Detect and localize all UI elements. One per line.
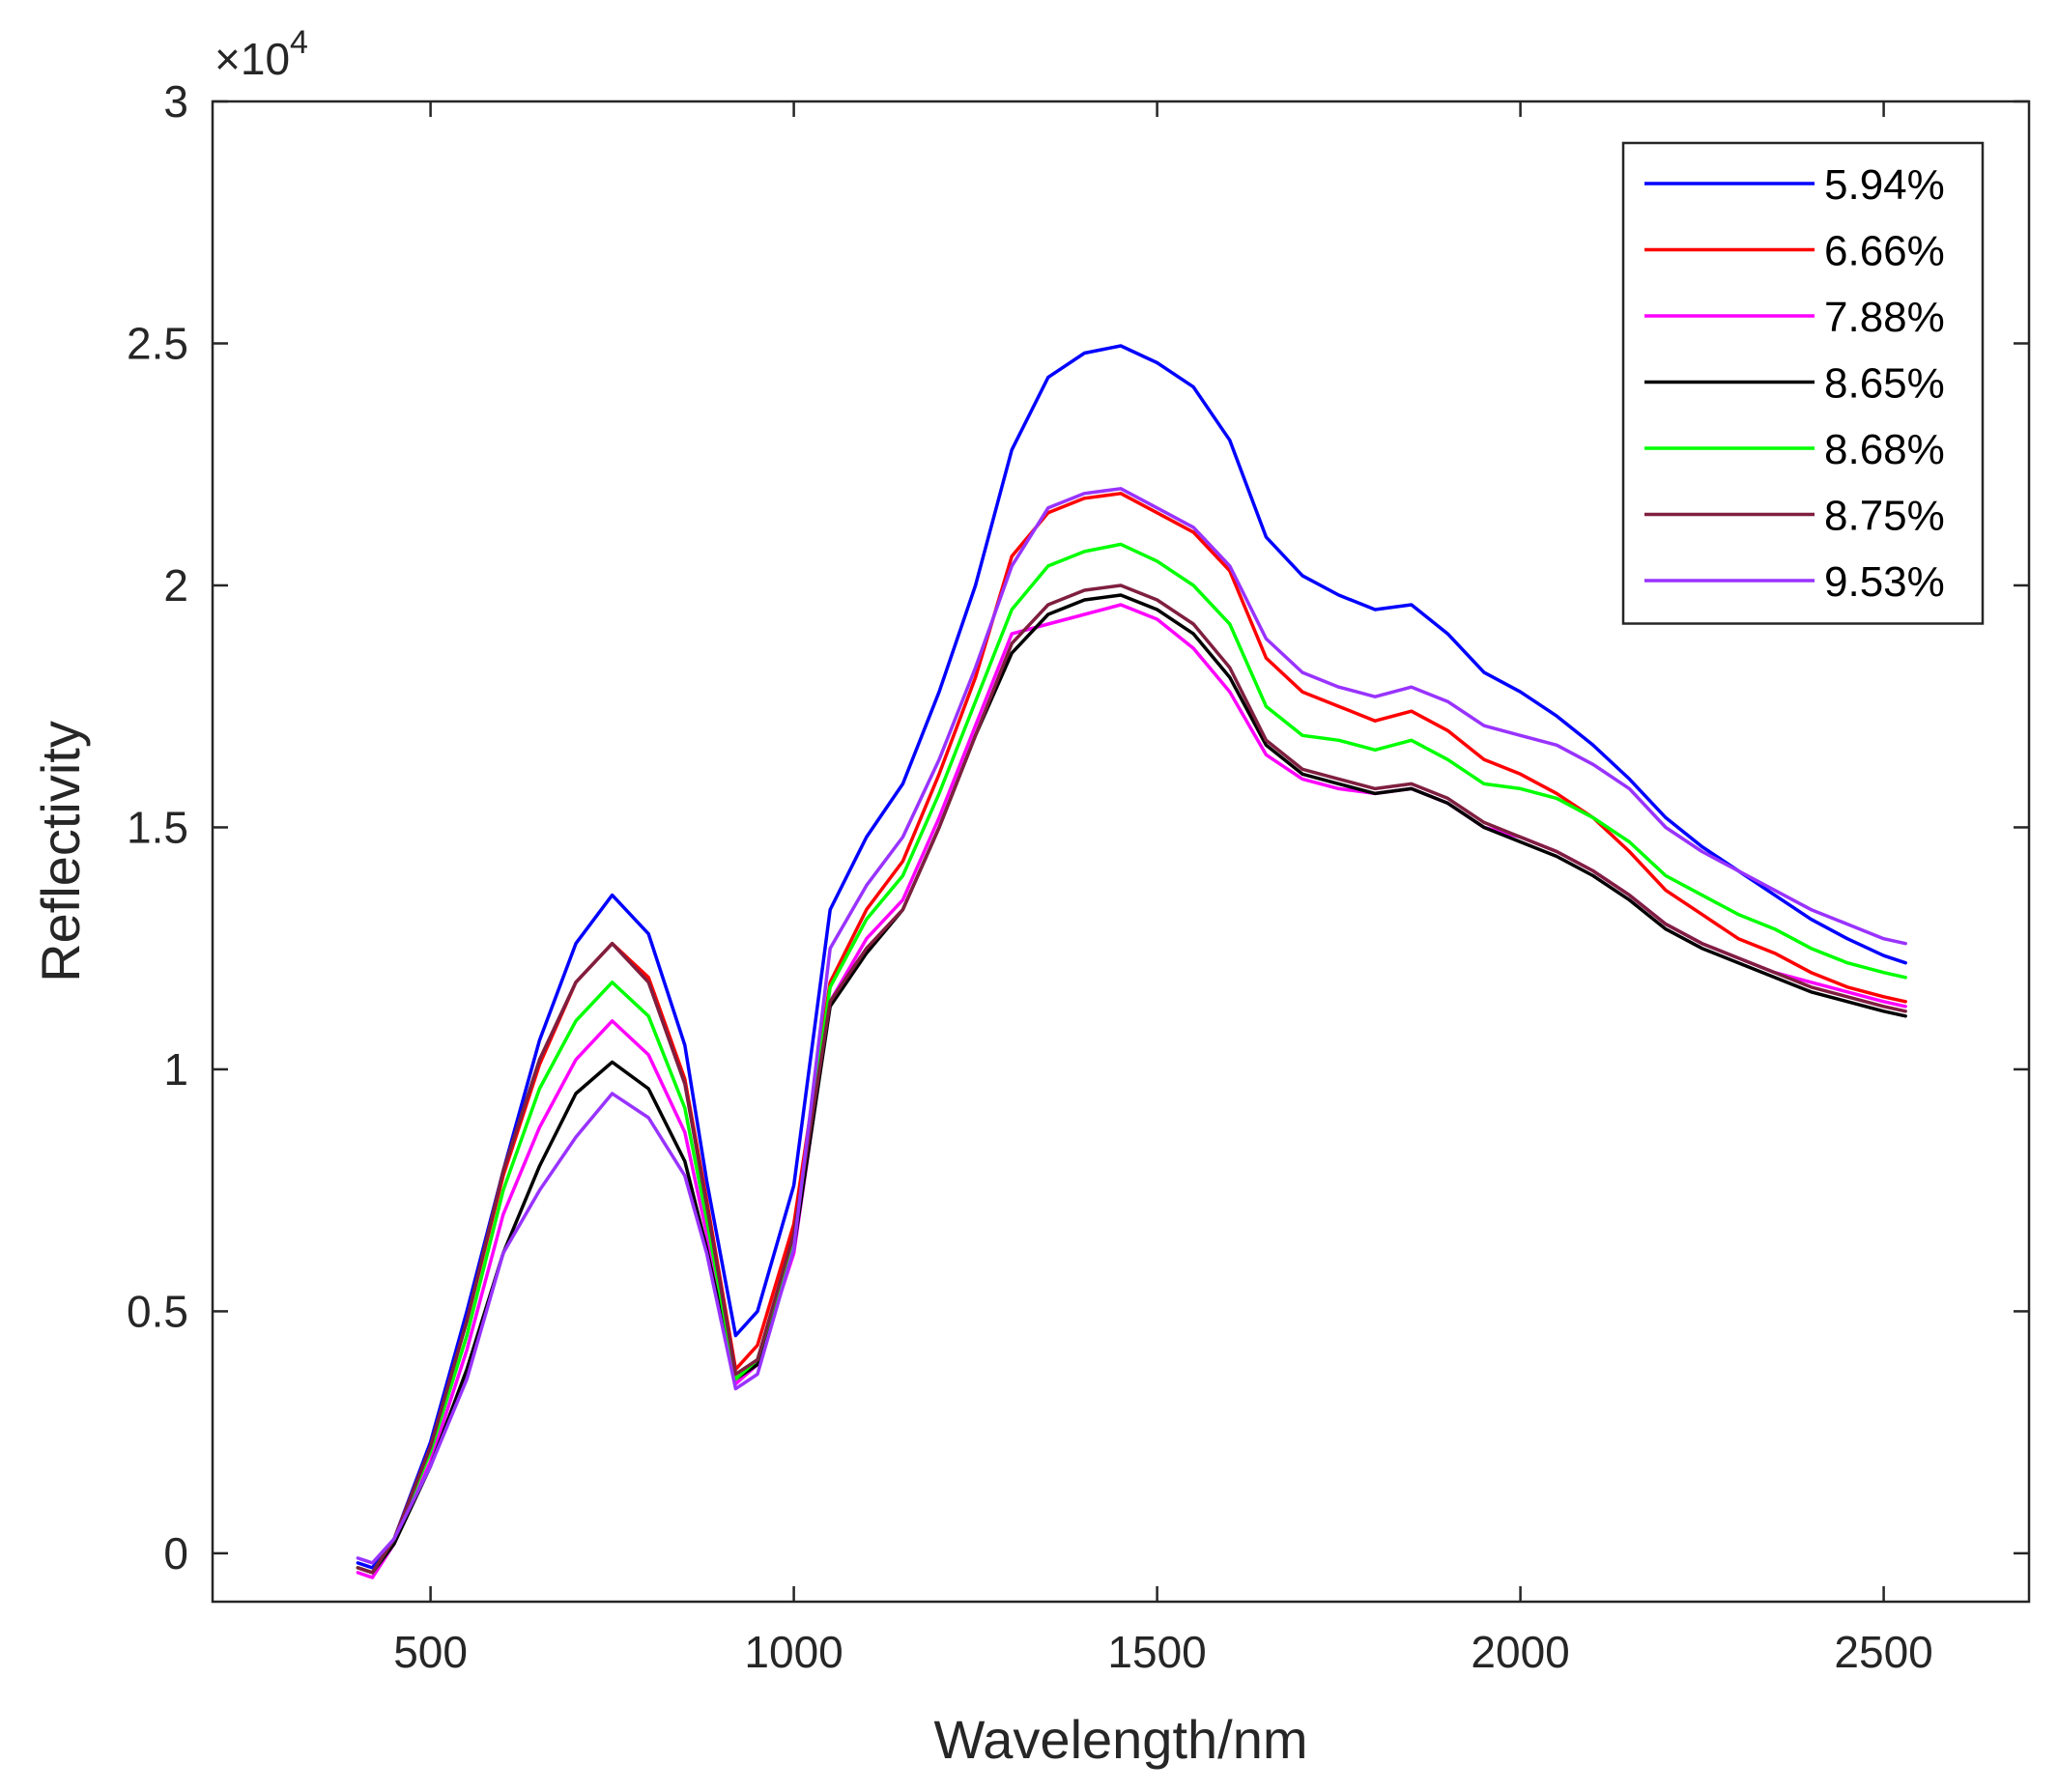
legend-label: 7.88% (1824, 294, 1945, 341)
legend-label: 8.75% (1824, 493, 1945, 540)
y-tick-label: 2 (163, 560, 188, 611)
y-tick-label: 1 (163, 1044, 188, 1095)
plot-lines (356, 344, 1907, 1579)
y-axis-title: Reflectivity (30, 721, 91, 982)
x-tick-label: 1500 (1107, 1627, 1206, 1677)
series-line-5 (356, 583, 1907, 1575)
y-axis: 0 0.5 1 1.5 2 2.5 3 (127, 76, 2029, 1579)
x-tick-label: 500 (393, 1627, 468, 1677)
legend-label: 8.65% (1824, 360, 1945, 408)
y-exponent-power: 4 (290, 24, 308, 61)
legend-label: 5.94% (1824, 161, 1945, 209)
y-tick-label: 3 (163, 76, 188, 127)
legend-label: 8.68% (1824, 426, 1945, 473)
y-exponent-label: ×104 (214, 24, 308, 84)
y-tick-label: 0.5 (127, 1286, 188, 1336)
x-axis: 500 1000 1500 2000 2500 (393, 101, 1933, 1677)
y-exponent-base: ×10 (214, 34, 290, 84)
series-line-4 (356, 542, 1907, 1575)
plot-frame (211, 100, 2031, 1604)
x-axis-title: Wavelength/nm (934, 1709, 1308, 1770)
y-tick-label: 0 (163, 1528, 188, 1579)
y-tick-label: 1.5 (127, 802, 188, 852)
series-line-0 (356, 344, 1907, 1570)
x-tick-label: 2000 (1471, 1627, 1569, 1677)
legend-label: 9.53% (1824, 558, 1945, 606)
x-tick-label: 1000 (744, 1627, 843, 1677)
x-tick-label: 2500 (1834, 1627, 1932, 1677)
legend-label: 6.66% (1824, 228, 1945, 275)
legend: 5.94% 6.66% 7.88% 8.65% 8.68% 8.75% 9.53% (1621, 141, 1985, 625)
series-line-3 (356, 593, 1907, 1575)
y-tick-label: 2.5 (127, 318, 188, 368)
series-line-6 (356, 487, 1907, 1565)
